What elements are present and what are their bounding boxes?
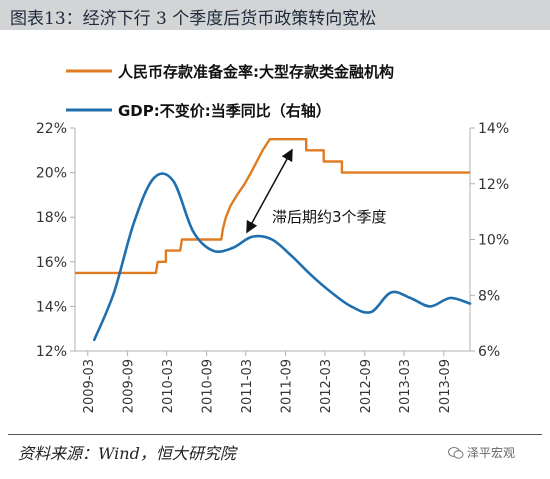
- watermark-text: 泽平宏观: [467, 446, 516, 460]
- right-tick-label: 14%: [478, 121, 509, 137]
- legend: 人民币存款准备金率:大型存款类金融机构 GDP:不变价:当季同比（右轴）: [66, 63, 394, 120]
- footer-divider: [8, 434, 542, 435]
- left-tick-label: 20%: [36, 166, 67, 182]
- right-tick-label: 6%: [478, 344, 500, 360]
- lag-annotation: 滞后期约3个季度: [272, 208, 387, 226]
- x-tick-label: 2010-09: [201, 359, 216, 413]
- left-axis-ticks: 12% 14% 16% 18% 20% 22%: [36, 121, 75, 360]
- x-tick-label: 2013-03: [398, 359, 413, 413]
- left-tick-label: 18%: [36, 210, 67, 226]
- chart-canvas: 人民币存款准备金率:大型存款类金融机构 GDP:不变价:当季同比（右轴） 12%…: [36, 63, 509, 413]
- source-note: 资料来源：Wind，恒大研究院: [18, 444, 236, 463]
- legend-label-gdp: GDP:不变价:当季同比（右轴）: [118, 102, 331, 120]
- left-tick-label: 22%: [36, 121, 67, 137]
- x-tick-label: 2012-03: [319, 359, 334, 413]
- left-tick-label: 12%: [36, 344, 67, 360]
- right-axis-ticks: 6% 8% 10% 12% 14%: [470, 121, 509, 360]
- x-tick-label: 2013-09: [438, 359, 453, 413]
- x-tick-label: 2009-09: [122, 359, 137, 413]
- left-tick-label: 16%: [36, 255, 67, 271]
- right-tick-label: 8%: [478, 288, 500, 304]
- left-tick-label: 14%: [36, 299, 67, 315]
- title-bar: 图表13：经济下行 3 个季度后货币政策转向宽松: [0, 0, 550, 30]
- right-tick-label: 10%: [478, 233, 509, 249]
- x-tick-label: 2011-03: [240, 359, 255, 413]
- series-line-gdp: [93, 172, 472, 342]
- x-tick-label: 2010-03: [161, 359, 176, 413]
- x-axis-ticks: 2009-03 2009-09 2010-03 2010-09 2011-03 2011-…: [82, 351, 453, 413]
- wechat-icon: [448, 446, 464, 459]
- x-tick-label: 2011-09: [280, 359, 295, 413]
- x-tick-label: 2012-09: [359, 359, 374, 413]
- chart-title: 图表13：经济下行 3 个季度后货币政策转向宽松: [10, 9, 377, 29]
- x-tick-label: 2009-03: [82, 359, 97, 413]
- series-line-rrr: [75, 138, 470, 275]
- legend-label-rrr: 人民币存款准备金率:大型存款类金融机构: [118, 63, 394, 81]
- watermark: 泽平宏观: [448, 444, 515, 461]
- lag-arrow: [246, 148, 293, 234]
- right-tick-label: 12%: [478, 177, 509, 193]
